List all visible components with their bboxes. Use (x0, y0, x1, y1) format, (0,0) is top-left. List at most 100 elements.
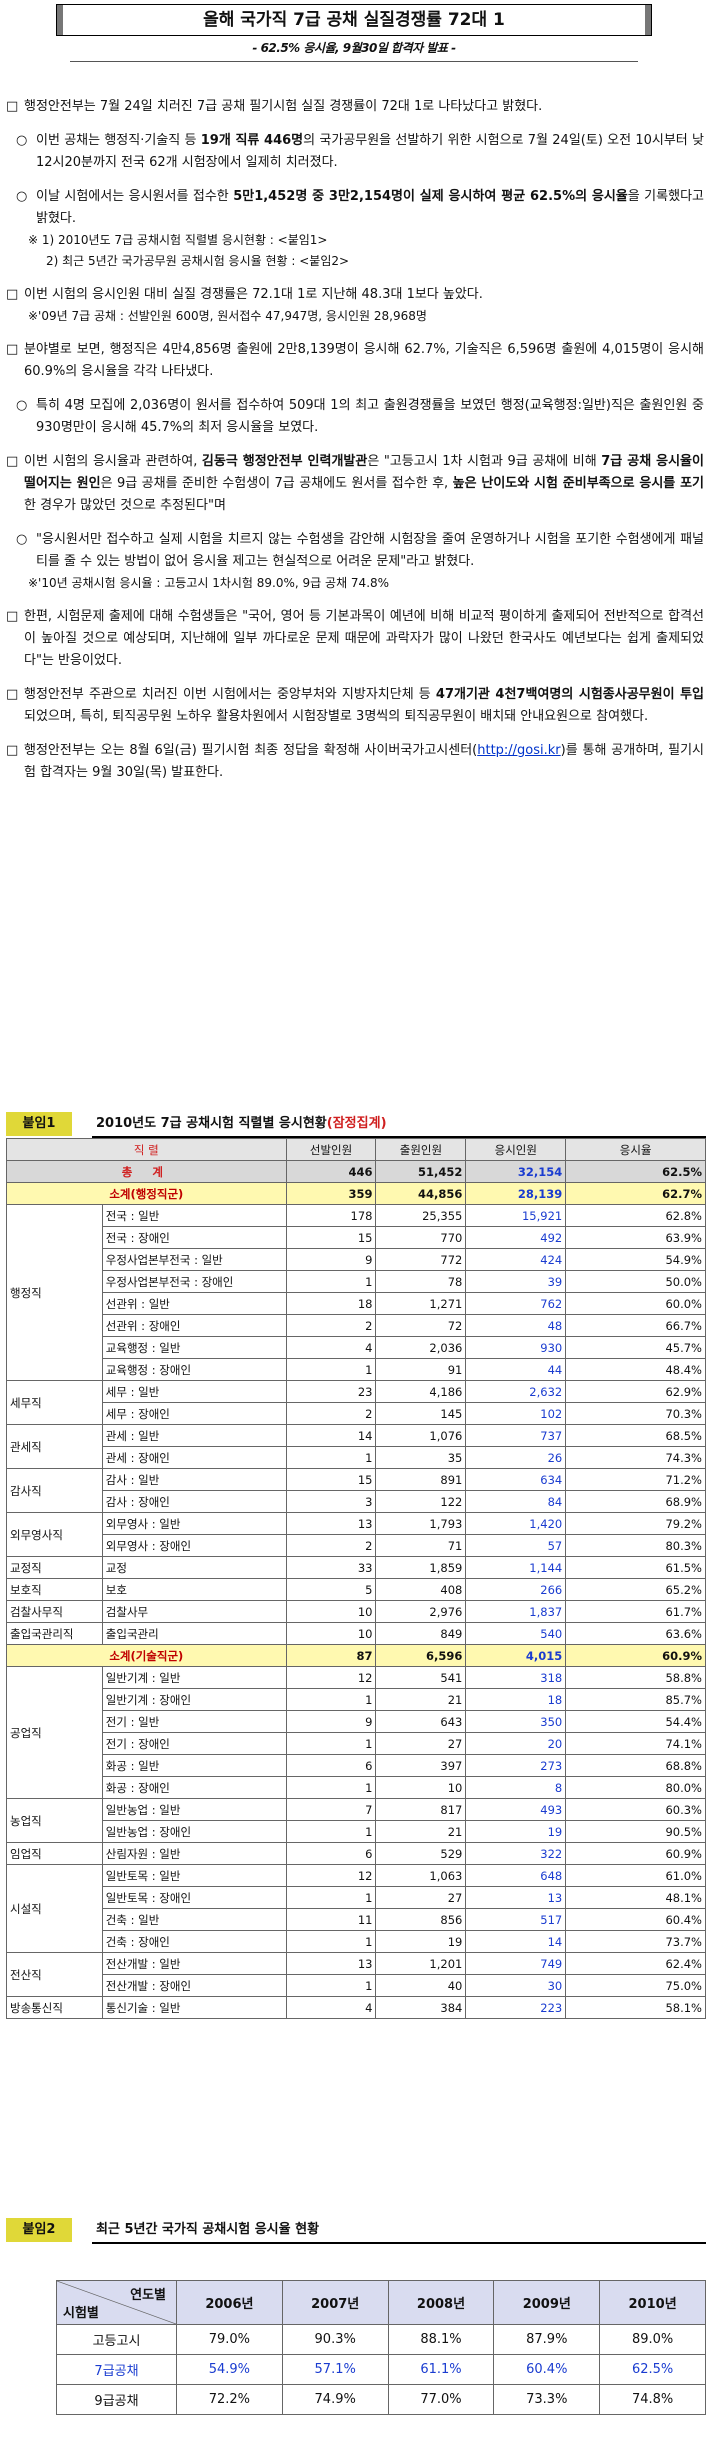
sat-count: 39 (465, 1270, 567, 1293)
table-row: 관세직 관세 : 일반 14 1,076 737 68.5% (6, 1424, 706, 1469)
square-bullet-icon: □ (6, 99, 19, 114)
sat-count: 322 (465, 1842, 567, 1865)
sat-count: 44 (465, 1358, 567, 1381)
sat-rate: 48.1% (565, 1886, 706, 1909)
selected-count: 4 (285, 1336, 377, 1359)
sat-count: 648 (465, 1864, 567, 1887)
sat-count: 8 (465, 1776, 567, 1799)
selected-count: 12 (285, 1864, 377, 1887)
sat-count: 737 (465, 1424, 567, 1447)
sat-count: 15,921 (465, 1204, 567, 1227)
table-row: 세무 : 장애인 2 145 102 70.3% (7, 1402, 706, 1425)
applied-count: 529 (375, 1842, 467, 1865)
table-row: 건축 : 일반 11 856 517 60.4% (7, 1908, 706, 1931)
sat-count: 13 (465, 1886, 567, 1909)
sat-rate: 90.5% (565, 1820, 706, 1843)
sat-rate: 60.3% (565, 1798, 706, 1821)
series-group-label: 방송통신직 (6, 1996, 103, 2019)
sat-count: 48 (465, 1314, 567, 1337)
sat-rate: 75.0% (565, 1974, 706, 1997)
selected-count: 13 (285, 1512, 377, 1535)
sat-count: 20 (465, 1732, 567, 1755)
series-category: 선관위 : 장애인 (101, 1314, 287, 1337)
sat-rate: 70.3% (565, 1402, 706, 1425)
rate-cell: 90.3% (281, 2324, 389, 2355)
sat-count: 749 (465, 1952, 567, 1975)
sat-rate: 66.7% (565, 1314, 706, 1337)
note-2009-stats: ※'09년 7급 공채 : 선발인원 600명, 원서접수 47,947명, 응… (28, 309, 427, 323)
square-bullet-icon: □ (6, 454, 19, 469)
page-subtitle: - 62.5% 응시율, 9월30일 합격자 발표 - (252, 41, 456, 55)
square-bullet-icon: □ (6, 287, 19, 302)
series-category: 전기 : 일반 (101, 1710, 287, 1733)
table-row: 고등고시 79.0% 90.3% 88.1% 87.9% 89.0% (56, 2324, 706, 2355)
table-row: 전산개발 : 장애인 1 40 30 75.0% (7, 1974, 706, 1997)
sat-rate: 85.7% (565, 1688, 706, 1711)
circle-bullet-icon: ○ (16, 532, 28, 547)
series-category: 통신기술 : 일반 (101, 1996, 287, 2019)
applied-count: 1,793 (375, 1512, 467, 1535)
selected-count: 1 (285, 1446, 377, 1469)
sat-rate: 61.5% (565, 1556, 706, 1579)
paragraph-3: ○ 이날 시험에서는 응시원서를 접수한 5만1,452명 중 3만2,154명이… (6, 186, 704, 230)
series-category: 선관위 : 일반 (101, 1292, 287, 1315)
attachment-1-tag: 붙임1 (6, 1112, 72, 1136)
table-row: 세무직 세무 : 일반 23 4,186 2,632 62.9% (6, 1380, 706, 1425)
sat-rate: 74.1% (565, 1732, 706, 1755)
year-header: 2010년 (599, 2280, 706, 2325)
corner-header: 연도별 시험별 (56, 2280, 177, 2325)
selected-count: 1 (285, 1776, 377, 1799)
rate-cell: 62.5% (599, 2354, 706, 2385)
series-group-label: 교정직 (6, 1556, 103, 1579)
selected-count: 23 (285, 1380, 377, 1403)
sat-rate: 68.8% (565, 1754, 706, 1777)
series-group-label: 농업직 (6, 1798, 103, 1843)
sat-count: 492 (465, 1226, 567, 1249)
attachment-1-title: 2010년도 7급 공채시험 직렬별 응시현황(잠정집계) (92, 1112, 706, 1138)
sat-count: 762 (465, 1292, 567, 1315)
header-applied: 출원인원 (375, 1138, 467, 1161)
applied-count: 849 (375, 1622, 467, 1645)
selected-count: 9 (285, 1248, 377, 1271)
rate-cell: 89.0% (599, 2324, 706, 2355)
selected-count: 9 (285, 1710, 377, 1733)
series-group-label: 감사직 (6, 1468, 103, 1513)
selected-count: 1 (285, 1886, 377, 1909)
series-category: 관세 : 장애인 (101, 1446, 287, 1469)
paragraph-1: □ 행정안전부는 7월 24일 치러진 7급 공채 필기시험 실질 경쟁률이 72… (6, 96, 704, 118)
table-row: 행정직 전국 : 일반 178 25,355 15,921 62.8% (6, 1204, 706, 1381)
sat-count: 102 (465, 1402, 567, 1425)
circle-bullet-icon: ○ (16, 133, 28, 148)
series-category: 감사 : 일반 (101, 1468, 287, 1491)
note-attachment-2: 2) 최근 5년간 국가공무원 공채시험 응시율 현황 : <붙임2> (46, 254, 350, 268)
sat-count: 493 (465, 1798, 567, 1821)
sat-rate: 54.4% (565, 1710, 706, 1733)
exam-type-label: 7급공채 (56, 2354, 177, 2385)
header-series: 직 렬 (6, 1138, 287, 1161)
applied-count: 122 (375, 1490, 467, 1513)
selected-count: 1 (285, 1688, 377, 1711)
sat-rate: 62.8% (565, 1204, 706, 1227)
sat-count: 223 (465, 1996, 567, 2019)
series-category: 관세 : 일반 (101, 1424, 287, 1447)
series-category: 교정 (101, 1556, 287, 1579)
sat-rate: 65.2% (565, 1578, 706, 1601)
series-category: 산림자원 : 일반 (101, 1842, 287, 1865)
series-category: 전산개발 : 장애인 (101, 1974, 287, 1997)
applied-count: 145 (375, 1402, 467, 1425)
table-row: 전기 : 일반 9 643 350 54.4% (7, 1710, 706, 1733)
selected-count: 7 (285, 1798, 377, 1821)
table-row: 출입국관리직 출입국관리 10 849 540 63.6% (6, 1622, 706, 1645)
series-category: 보호 (101, 1578, 287, 1601)
applied-count: 384 (375, 1996, 467, 2019)
table-row: 9급공채 72.2% 74.9% 77.0% 73.3% 74.8% (56, 2384, 706, 2415)
table-row: 검찰사무직 검찰사무 10 2,976 1,837 61.7% (6, 1600, 706, 1623)
gosi-link[interactable]: http://gosi.kr (477, 743, 561, 758)
series-category: 건축 : 장애인 (101, 1930, 287, 1953)
series-group-label: 시설직 (6, 1864, 103, 1953)
attachment-1-header: 붙임1 2010년도 7급 공채시험 직렬별 응시현황(잠정집계) (6, 1112, 706, 1138)
sat-count: 930 (465, 1336, 567, 1359)
sat-rate: 60.0% (565, 1292, 706, 1315)
table-row: 화공 : 장애인 1 10 8 80.0% (7, 1776, 706, 1799)
selected-count: 1 (285, 1358, 377, 1381)
